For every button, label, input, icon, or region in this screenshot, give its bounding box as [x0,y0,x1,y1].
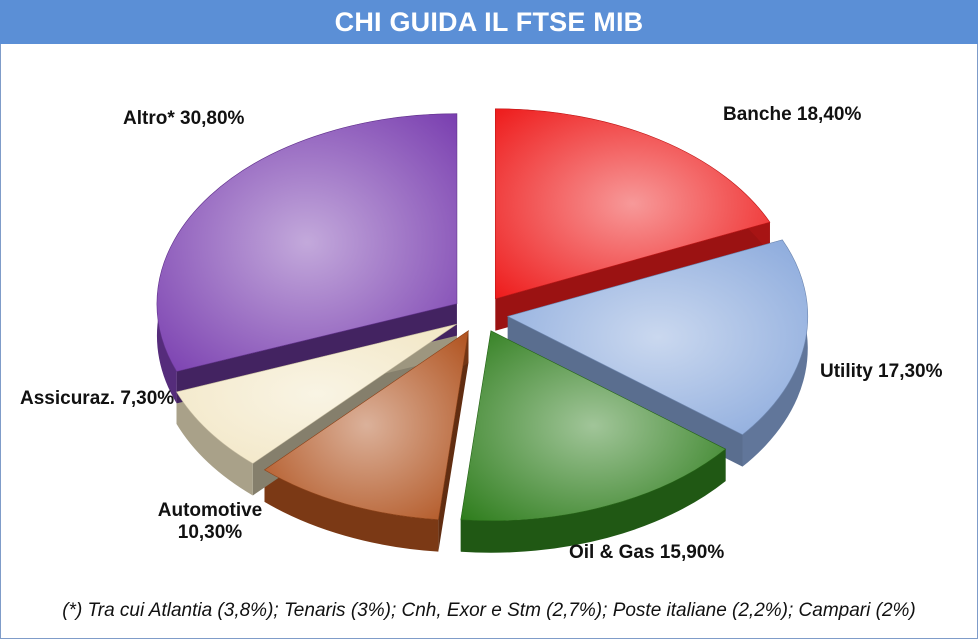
label-automotive: Automotive 10,30% [150,500,270,544]
slice-utility [506,239,809,436]
slice-edge-oil-gas [460,449,726,553]
label-automotive-name: Automotive [157,500,263,521]
slice-automotive [263,329,469,520]
slice-assicuraz [176,323,457,464]
label-utility: Utility 17,30% [820,361,943,382]
label-altro: Altro* 30,80% [123,108,245,129]
slice-banche [494,108,771,300]
label-banche: Banche 18,40% [723,104,862,125]
label-assicurazioni: Assicuraz. 7,30% [20,388,175,409]
footnote: (*) Tra cui Atlantia (3,8%); Tenaris (3%… [62,600,916,621]
chart-title: CHI GUIDA IL FTSE MIB [0,0,978,44]
pie-slices [156,108,809,522]
slice-oil-gas [460,330,727,522]
slice-edge-utility [742,239,808,467]
slice-wall-start-automotive [438,330,469,552]
slice-altro [156,113,458,372]
pie-chart [156,108,809,553]
label-oil-gas: Oil & Gas 15,90% [569,542,725,563]
slice-edge-automotive [264,469,439,552]
label-automotive-value: 10,30% [177,522,243,543]
